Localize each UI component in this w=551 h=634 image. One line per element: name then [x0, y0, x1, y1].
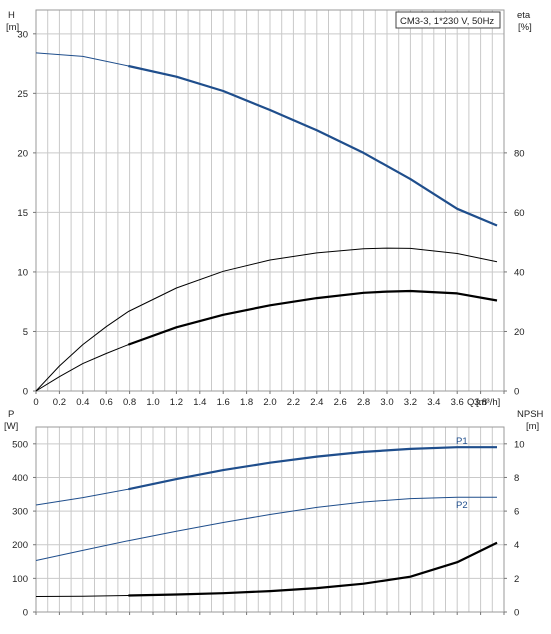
bottom-y2-tick-label: 10 — [514, 439, 525, 450]
x-tick-label: 2.6 — [334, 397, 347, 408]
x-tick-label: 0.6 — [100, 397, 113, 408]
x-tick-label: 0 — [33, 397, 38, 408]
top-chart-grid — [36, 10, 504, 391]
top-y2-tick-label: 60 — [514, 208, 525, 219]
y2-axis-unit-percent: [%] — [518, 22, 532, 33]
y2-axis-label-eta: eta — [517, 10, 531, 21]
top-head-curve — [35, 52, 498, 226]
series-label-p2: P2 — [456, 500, 468, 511]
x-tick-label: 0.8 — [123, 397, 136, 408]
top-y2-tick-label: 80 — [514, 148, 525, 159]
x-tick-label: 2.0 — [263, 397, 276, 408]
bottom-y2-tick-label: 4 — [514, 540, 519, 551]
x-tick-label: 3.4 — [427, 397, 440, 408]
top-y2-tick-label: 40 — [514, 267, 525, 278]
bottom-chart-grid — [36, 427, 504, 612]
top-chart-series — [35, 52, 498, 392]
x-tick-label: 2.2 — [287, 397, 300, 408]
top-y-tick-label: 10 — [17, 267, 28, 278]
x-tick-label: 3.6 — [451, 397, 464, 408]
bottom-y2-tick-label: 8 — [514, 473, 519, 484]
y-axis-label-h: H — [8, 10, 15, 21]
y-axis-label-p: P — [8, 409, 14, 420]
y2-axis-label-npsh: NPSH — [517, 409, 544, 420]
bottom-y2-tick-label: 0 — [514, 608, 519, 619]
x-tick-label: 2.4 — [310, 397, 323, 408]
x-tick-label: 2.8 — [357, 397, 370, 408]
x-tick-label: 1.2 — [170, 397, 183, 408]
top-head-curve-operating-range — [128, 64, 498, 227]
top-y-tick-label: 15 — [17, 208, 28, 219]
top-thin-curve — [35, 247, 498, 392]
series-label-p1: P1 — [456, 436, 468, 447]
y-axis-unit-w: [W] — [4, 421, 18, 432]
bottom-y-tick-label: 200 — [12, 540, 28, 551]
y2-axis-unit-m: [m] — [526, 421, 539, 432]
x-tick-label: 3.0 — [380, 397, 393, 408]
bottom-y-tick-label: 0 — [23, 608, 28, 619]
top-y-tick-label: 5 — [23, 327, 28, 338]
x-axis-unit: [m³/h] — [476, 397, 500, 408]
bottom-p1-curve-operating-range — [128, 446, 497, 491]
bottom-chart-ticks: 0 100 200 300 400 500 0 2 4 6 8 10 — [12, 439, 524, 618]
x-tick-label: 3.8 — [474, 397, 487, 408]
x-tick-label: 1.8 — [240, 397, 253, 408]
top-y-tick-label: 25 — [17, 89, 28, 100]
bottom-npsh-curve — [35, 542, 498, 597]
bottom-npsh-curve-operating-range — [128, 541, 498, 597]
top-y-tick-label: 0 — [23, 387, 28, 398]
x-tick-label: 0.4 — [76, 397, 89, 408]
bottom-y-tick-label: 500 — [12, 439, 28, 450]
x-axis-label-q: Q — [467, 397, 474, 408]
top-y-tick-label: 20 — [17, 148, 28, 159]
top-y-tick-label: 30 — [17, 29, 28, 40]
bottom-p1-curve — [35, 446, 497, 506]
bottom-p2-curve — [35, 496, 497, 561]
top-y2-tick-label: 0 — [514, 387, 519, 398]
y-axis-unit-m: [m] — [6, 22, 19, 33]
x-tick-label: 1.4 — [193, 397, 206, 408]
x-tick-label: 1.0 — [146, 397, 159, 408]
top-y2-tick-label: 20 — [514, 327, 525, 338]
bottom-y-tick-label: 100 — [12, 574, 28, 585]
bottom-y-tick-label: 400 — [12, 473, 28, 484]
top-chart-ticks: 0 5 10 15 20 25 30 0 20 40 60 80 0 0.2 0.4 0.6 0.8 1.0 1.2… — [17, 29, 524, 408]
bottom-chart-series — [35, 446, 498, 597]
bottom-y2-tick-label: 6 — [514, 507, 519, 518]
x-tick-label: 1.6 — [217, 397, 230, 408]
bottom-y2-tick-label: 2 — [514, 574, 519, 585]
bottom-y-tick-label: 300 — [12, 507, 28, 518]
x-tick-label: 3.2 — [404, 397, 417, 408]
top-efficiency-curve-operating-range — [128, 289, 498, 346]
x-tick-label: 0.2 — [53, 397, 66, 408]
chart-title-box — [395, 11, 501, 29]
chart-title: CM3-3, 1*230 V, 50Hz — [400, 16, 494, 27]
